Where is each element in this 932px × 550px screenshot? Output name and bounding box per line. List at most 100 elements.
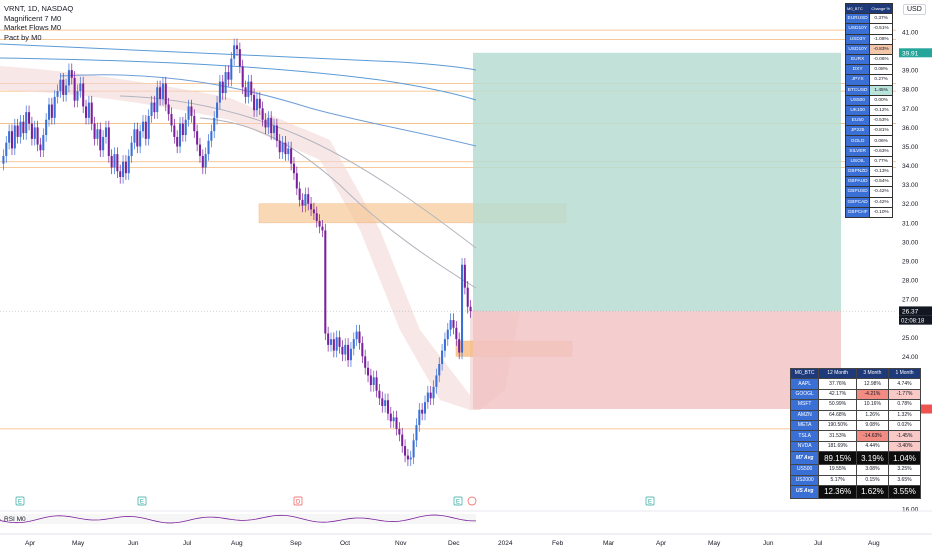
price-tick-label: 25.00 xyxy=(902,335,919,342)
performance-row[interactable]: TSLA 31.53% -14.63% -1.45% xyxy=(789,430,922,442)
candle-body xyxy=(458,339,461,353)
performance-value: -1.77% xyxy=(887,388,922,401)
watchlist-row[interactable]: GBPAUD -0.54% xyxy=(844,176,893,188)
candle-body xyxy=(8,131,11,143)
candle-body xyxy=(85,106,88,118)
watchlist-change: -0.63% xyxy=(869,145,893,157)
candle-body xyxy=(62,79,65,95)
performance-value: 181.69% xyxy=(818,440,857,453)
watchlist-symbol: JP225 xyxy=(844,125,871,137)
watchlist-row[interactable]: JP225 -0.81% xyxy=(844,125,893,137)
watchlist-symbol: USD3Y xyxy=(844,33,871,45)
symbol-label[interactable]: VRNT, 1D, NASDAQ xyxy=(4,4,74,13)
watchlist-row[interactable]: EURUSD 0.37% xyxy=(844,13,893,25)
watchlist-row[interactable]: JPYX 0.27% xyxy=(844,74,893,86)
watchlist-row[interactable]: UK100 -0.12% xyxy=(844,104,893,117)
watchlist-symbol: US500 xyxy=(844,94,871,106)
performance-value: 89.15% xyxy=(818,451,857,466)
watchlist-row[interactable]: USD10Y -0.51% xyxy=(844,23,893,35)
candle-body xyxy=(275,125,278,141)
indicator-label-pact[interactable]: Pact by M0 xyxy=(4,32,42,42)
performance-row[interactable]: AMZN 64.68% 1.26% 1.32% xyxy=(789,409,922,421)
watchlist-row[interactable]: GBPNZD -0.13% xyxy=(844,165,893,178)
performance-value: 1.32% xyxy=(887,409,922,421)
time-tick-label: Oct xyxy=(340,540,350,547)
performance-value: 12.36% xyxy=(818,484,857,499)
candle-body xyxy=(139,131,142,147)
candle-body xyxy=(298,188,301,200)
chart-legend: VRNT, 1D, NASDAQ Magnificent 7 M0 Market… xyxy=(4,4,73,42)
performance-value: 5.17% xyxy=(818,474,857,486)
performance-value: -1.45% xyxy=(887,430,922,442)
watchlist-row[interactable]: USD3Y -1.08% xyxy=(844,33,893,45)
performance-row[interactable]: US2000 5.17% 0.15% 3.65% xyxy=(789,474,922,486)
performance-row[interactable]: M7 Avg 89.15% 3.19% 1.04% xyxy=(789,451,922,466)
performance-value: 1.04% xyxy=(887,451,922,466)
watchlist-change: 0.27% xyxy=(869,74,893,86)
performance-value: 0.78% xyxy=(887,399,922,411)
candle-body xyxy=(446,329,449,340)
watchlist-row[interactable]: USOIL 0.77% xyxy=(844,155,893,168)
watchlist-change: -0.10% xyxy=(869,206,893,218)
candle-body xyxy=(375,377,378,391)
performance-row[interactable]: GOOGL 42.17% -4.21% -1.77% xyxy=(789,388,922,401)
candle-body xyxy=(438,363,441,376)
candle-body xyxy=(190,106,193,116)
currency-button[interactable]: USD xyxy=(903,4,926,15)
watchlist-symbol: DXY xyxy=(844,64,871,76)
performance-value: 50.99% xyxy=(818,399,857,411)
candle-body xyxy=(443,339,446,351)
performance-row[interactable]: AAPL 37.76% 12.98% 4.74% xyxy=(789,378,922,390)
performance-symbol: AAPL xyxy=(789,378,820,390)
watchlist-row[interactable]: EU50 -0.53% xyxy=(844,115,893,127)
candle-body xyxy=(110,156,113,168)
indicator-label-market-flows[interactable]: Market Flows M0 xyxy=(4,23,62,32)
candle-body xyxy=(19,121,22,137)
watchlist-row[interactable]: SILVER -0.63% xyxy=(844,145,893,157)
candle-body xyxy=(270,117,273,134)
watchlist-row[interactable]: US500 0.00% xyxy=(844,94,893,106)
watchlist-symbol: BTCUSD xyxy=(844,84,871,96)
candle-body xyxy=(384,400,387,406)
performance-row[interactable]: META 190.50% 9.08% 0.02% xyxy=(789,419,922,432)
candle-body xyxy=(255,98,258,111)
candle-body xyxy=(76,91,79,101)
candle-body xyxy=(218,81,221,103)
candle-body xyxy=(404,446,407,456)
candle-body xyxy=(193,115,196,132)
watchlist-change: -0.12% xyxy=(869,104,893,117)
candle-body xyxy=(42,135,45,151)
performance-value: 4.44% xyxy=(855,440,889,453)
watchlist-change: -0.83% xyxy=(869,43,893,55)
indicator-label-magnificent7[interactable]: Magnificent 7 M0 xyxy=(4,13,62,23)
watchlist-row[interactable]: USD10Y -0.83% xyxy=(844,43,893,55)
performance-row[interactable]: MSFT 50.99% 10.16% 0.78% xyxy=(789,399,922,411)
watchlist-row[interactable]: DXY 0.08% xyxy=(844,64,893,76)
candle-body xyxy=(173,125,176,137)
candle-body xyxy=(435,375,438,387)
candle-body xyxy=(133,129,136,143)
watchlist-row[interactable]: BTCUSD 1.45% xyxy=(844,84,893,96)
time-tick-label: Feb xyxy=(552,540,564,547)
watchlist-row[interactable]: GBPCAD -0.42% xyxy=(844,196,893,208)
time-tick-label: Nov xyxy=(395,540,407,547)
performance-value: 31.53% xyxy=(818,430,857,442)
watchlist-row[interactable]: GOLD 0.06% xyxy=(844,135,893,147)
performance-value: -14.63% xyxy=(855,430,889,442)
candle-body xyxy=(196,131,199,145)
performance-row[interactable]: US Avg 12.36% 1.62% 3.55% xyxy=(789,484,922,499)
performance-row[interactable]: US500 19.55% 3.08% 3.25% xyxy=(789,464,922,476)
candle-body xyxy=(273,125,276,134)
candle-body xyxy=(79,83,82,92)
price-label-bg xyxy=(899,306,932,316)
performance-row[interactable]: NVDA 181.69% 4.44% -3.40% xyxy=(789,440,922,453)
watchlist-row[interactable]: GBPUSD -0.42% xyxy=(844,186,893,198)
candle-body xyxy=(47,104,51,120)
watchlist-row[interactable]: EURX -0.06% xyxy=(844,53,893,66)
candle-body xyxy=(213,117,216,132)
candle-body xyxy=(30,123,33,139)
performance-value: 0.02% xyxy=(887,419,922,432)
rsi-label[interactable]: RSI M0 xyxy=(4,516,26,523)
watchlist-row[interactable]: GBPCHF -0.10% xyxy=(844,206,893,218)
